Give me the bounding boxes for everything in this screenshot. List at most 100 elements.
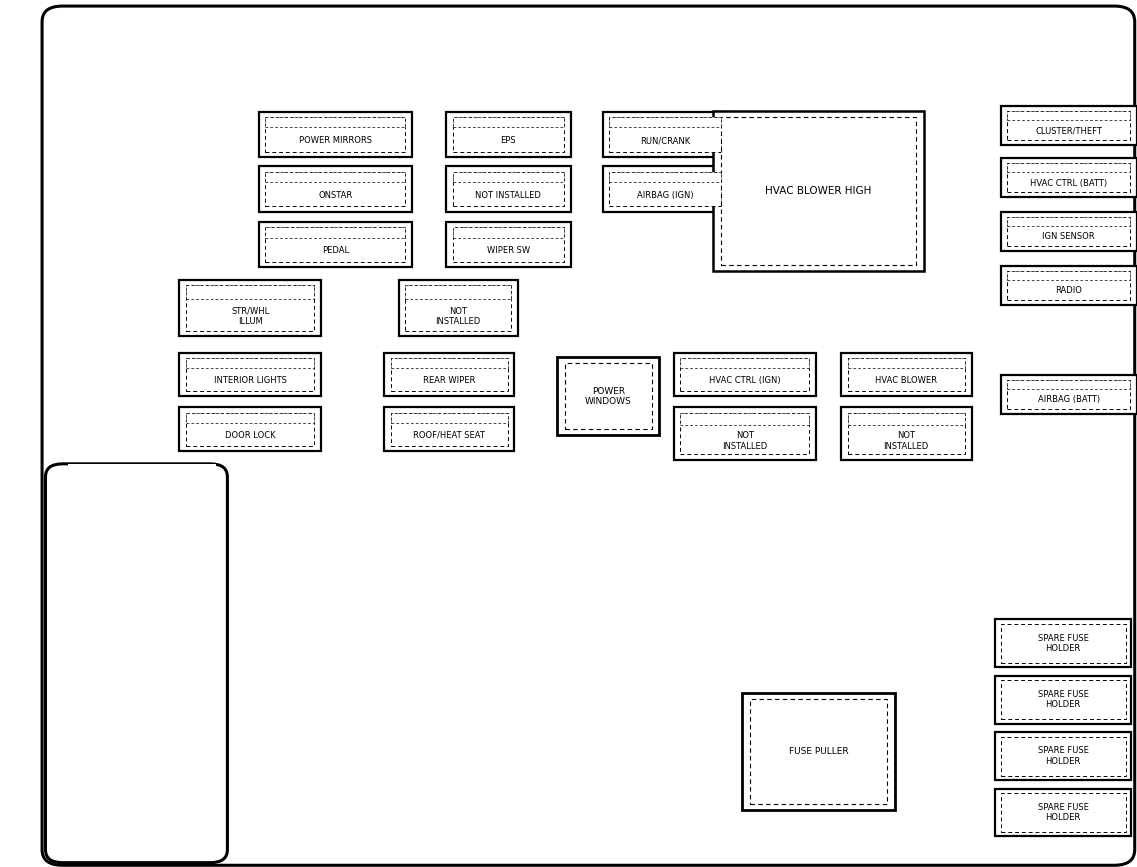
Bar bbox=[265, 172, 405, 182]
Bar bbox=[258, 222, 412, 267]
Bar bbox=[406, 284, 512, 330]
Bar bbox=[1007, 111, 1130, 120]
Bar bbox=[180, 353, 322, 396]
Bar bbox=[680, 358, 810, 368]
Text: INTERIOR LIGHTS: INTERIOR LIGHTS bbox=[214, 376, 287, 385]
Bar bbox=[391, 358, 507, 368]
Text: PEDAL: PEDAL bbox=[322, 246, 349, 256]
Bar bbox=[1001, 736, 1126, 775]
Bar bbox=[265, 117, 405, 152]
Text: SPARE FUSE
HOLDER: SPARE FUSE HOLDER bbox=[1038, 634, 1088, 653]
Text: SPARE FUSE
HOLDER: SPARE FUSE HOLDER bbox=[1038, 746, 1088, 766]
Bar bbox=[1001, 106, 1137, 145]
Bar bbox=[391, 358, 507, 391]
Bar bbox=[446, 166, 571, 212]
Bar bbox=[453, 172, 564, 182]
Text: AIRBAG (BATT): AIRBAG (BATT) bbox=[1038, 395, 1099, 404]
Bar bbox=[1007, 111, 1130, 140]
Bar bbox=[265, 227, 405, 262]
Bar bbox=[609, 172, 721, 206]
Bar bbox=[680, 413, 810, 425]
Bar bbox=[186, 358, 314, 391]
Bar bbox=[180, 279, 322, 336]
Bar bbox=[68, 464, 216, 845]
Text: ROOF/HEAT SEAT: ROOF/HEAT SEAT bbox=[413, 431, 485, 440]
Text: HVAC BLOWER: HVAC BLOWER bbox=[875, 376, 937, 385]
Bar bbox=[995, 789, 1131, 836]
Bar bbox=[1007, 271, 1130, 279]
Bar bbox=[721, 117, 915, 265]
Text: WIPER SW: WIPER SW bbox=[487, 246, 530, 256]
Bar bbox=[265, 227, 405, 238]
Bar bbox=[258, 166, 412, 212]
Bar bbox=[446, 112, 571, 157]
Bar bbox=[391, 413, 507, 422]
Bar bbox=[258, 112, 412, 157]
Bar bbox=[186, 284, 314, 330]
Text: REAR WIPER: REAR WIPER bbox=[423, 376, 475, 385]
Text: RADIO: RADIO bbox=[1055, 286, 1082, 295]
Bar bbox=[848, 413, 964, 454]
Bar bbox=[995, 676, 1131, 723]
FancyBboxPatch shape bbox=[45, 464, 227, 863]
Bar bbox=[1001, 680, 1126, 719]
Bar bbox=[391, 413, 507, 446]
Bar bbox=[673, 407, 816, 460]
Text: POWER
WINDOWS: POWER WINDOWS bbox=[584, 387, 632, 406]
Bar bbox=[750, 699, 887, 805]
Bar bbox=[995, 732, 1131, 780]
Text: NOT INSTALLED: NOT INSTALLED bbox=[475, 191, 541, 200]
Text: NOT
INSTALLED: NOT INSTALLED bbox=[722, 432, 767, 451]
Bar bbox=[180, 407, 322, 451]
Bar bbox=[841, 407, 971, 460]
Text: HVAC CTRL (BATT): HVAC CTRL (BATT) bbox=[1030, 179, 1107, 187]
Text: EPS: EPS bbox=[500, 136, 516, 146]
Bar bbox=[609, 172, 721, 182]
Bar bbox=[384, 353, 515, 396]
Bar bbox=[453, 227, 564, 262]
Bar bbox=[384, 407, 515, 451]
Bar bbox=[848, 358, 964, 368]
Text: HVAC BLOWER HIGH: HVAC BLOWER HIGH bbox=[765, 186, 872, 196]
Bar bbox=[603, 166, 728, 212]
Bar bbox=[1001, 265, 1137, 304]
Bar bbox=[186, 284, 314, 298]
Bar bbox=[1007, 163, 1130, 192]
Bar bbox=[848, 358, 964, 391]
Bar bbox=[995, 619, 1131, 668]
Bar bbox=[453, 172, 564, 206]
Bar bbox=[741, 694, 896, 810]
Text: NOT
INSTALLED: NOT INSTALLED bbox=[435, 307, 481, 326]
Bar bbox=[453, 227, 564, 238]
Text: IGN SENSOR: IGN SENSOR bbox=[1043, 232, 1095, 241]
Text: CLUSTER/THEFT: CLUSTER/THEFT bbox=[1036, 127, 1102, 135]
Bar bbox=[1007, 380, 1130, 388]
Text: ONSTAR: ONSTAR bbox=[318, 191, 352, 200]
Text: AIRBAG (IGN): AIRBAG (IGN) bbox=[637, 191, 694, 200]
Bar bbox=[453, 117, 564, 152]
Bar bbox=[680, 413, 810, 454]
Text: DOOR LOCK: DOOR LOCK bbox=[225, 431, 275, 440]
Bar bbox=[186, 413, 314, 422]
Text: SPARE FUSE
HOLDER: SPARE FUSE HOLDER bbox=[1038, 803, 1088, 822]
FancyBboxPatch shape bbox=[42, 6, 1135, 865]
Bar bbox=[1001, 624, 1126, 662]
Bar bbox=[1007, 380, 1130, 408]
Text: NOT
INSTALLED: NOT INSTALLED bbox=[883, 432, 929, 451]
Bar bbox=[1007, 217, 1130, 246]
Bar bbox=[186, 358, 314, 368]
Bar bbox=[446, 222, 571, 267]
Bar bbox=[714, 110, 923, 271]
Bar bbox=[609, 117, 721, 127]
Bar bbox=[1001, 212, 1137, 251]
Bar bbox=[1007, 271, 1130, 299]
Bar bbox=[265, 172, 405, 206]
Bar bbox=[557, 357, 659, 435]
Bar bbox=[1001, 792, 1126, 832]
Bar bbox=[1007, 217, 1130, 225]
Bar bbox=[406, 284, 512, 298]
Bar bbox=[453, 117, 564, 127]
Bar bbox=[1001, 158, 1137, 197]
Text: HVAC CTRL (IGN): HVAC CTRL (IGN) bbox=[709, 376, 780, 385]
Bar bbox=[841, 353, 971, 396]
